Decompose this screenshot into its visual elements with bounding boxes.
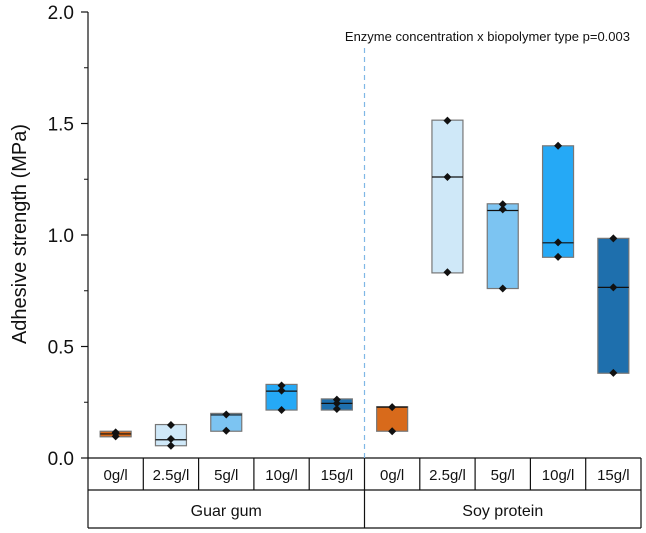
x-category-label: 5g/l [491,467,515,484]
data-point [554,238,563,247]
data-point [609,234,618,243]
y-tick-label: 2.0 [48,3,74,24]
data-point [554,141,563,150]
data-point [166,435,175,444]
y-tick-label: 1.5 [48,115,74,136]
data-point [222,410,231,419]
data-point [498,205,507,214]
x-category-label: 2.5g/l [429,467,466,484]
box [597,237,630,374]
data-point [166,441,175,450]
data-point [443,268,452,277]
y-axis-label: Adhesive strength (MPa) [9,124,31,344]
data-point [609,368,618,377]
data-point [277,386,286,395]
y-tick-label: 0.0 [48,449,74,470]
data-point [443,173,452,182]
data-point [388,427,397,436]
data-point [498,200,507,209]
data-point [554,252,563,261]
box [431,119,464,274]
data-point [277,406,286,415]
data-point [166,420,175,429]
x-category-label: 0g/l [380,467,404,484]
data-point [388,403,397,412]
data-point [332,395,341,404]
y-tick-label: 0.5 [48,338,74,359]
data-point [332,404,341,413]
x-category-label: 15g/l [321,467,354,484]
x-category-label: 10g/l [265,467,298,484]
data-point [111,428,120,437]
y-tick-label: 1.0 [48,226,74,247]
data-point [443,116,452,125]
data-point [609,283,618,292]
x-category-label: 5g/l [214,467,238,484]
x-category-label: 10g/l [542,467,575,484]
box [486,203,519,290]
data-point [222,426,231,435]
x-category-label: 0g/l [104,467,128,484]
x-category-label: 15g/l [597,467,630,484]
x-category-label: 2.5g/l [153,467,190,484]
x-group-label: Soy protein [462,503,543,520]
x-group-label: Guar gum [191,503,262,520]
data-point [498,284,507,293]
data-point [277,381,286,390]
annotation-text: Enzyme concentration x biopolymer type p… [345,29,630,44]
